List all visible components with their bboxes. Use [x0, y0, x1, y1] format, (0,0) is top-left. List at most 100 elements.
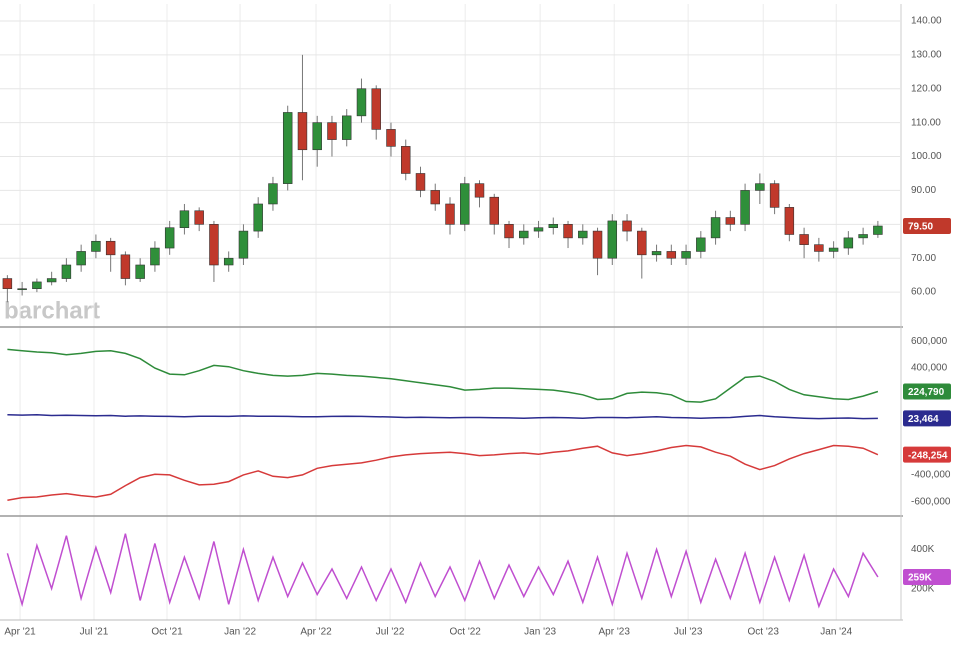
candle-body [696, 237, 706, 252]
candle-body [105, 240, 116, 256]
candle-body [681, 251, 691, 259]
candle-body [755, 183, 765, 191]
y-tick-label: 100.00 [911, 151, 942, 162]
y-tick-label: 140.00 [911, 16, 942, 27]
candle-body [150, 247, 160, 266]
watermark: barchart [4, 297, 100, 324]
last-value-tag-text: 224,790 [908, 387, 945, 398]
candle-body [282, 112, 293, 184]
last-value-tag-text: 259K [908, 573, 933, 584]
price-tag-text: 79.50 [908, 222, 933, 233]
candle-body [120, 254, 131, 279]
y-tick-label: 60.00 [911, 287, 936, 298]
candle-body [61, 264, 72, 279]
series-line [7, 414, 878, 420]
candle-body [858, 234, 868, 239]
candle-body [445, 203, 455, 225]
candle-body [356, 88, 367, 117]
y-tick-label: 70.00 [911, 253, 936, 264]
x-tick-label: Apr '23 [599, 627, 631, 638]
candle-body [194, 210, 204, 225]
candle-body [769, 183, 780, 208]
candle-body [430, 190, 440, 205]
candle-body [504, 224, 514, 239]
candle-body [91, 240, 101, 252]
candle-body [46, 278, 57, 283]
candle-body [533, 227, 544, 232]
candle-body [651, 251, 662, 256]
candle-body [312, 122, 322, 151]
candle-body [238, 230, 249, 259]
candle-body [666, 251, 677, 259]
x-tick-label: Jul '21 [80, 627, 109, 638]
candle-body [489, 196, 499, 225]
candle-body [341, 115, 352, 140]
candle-body [297, 112, 308, 151]
x-tick-label: Oct '22 [450, 627, 482, 638]
candle-body [740, 190, 750, 225]
candle-body [164, 227, 175, 249]
y-tick-label: 90.00 [911, 185, 936, 196]
candle-body [474, 183, 485, 198]
series-line [7, 348, 879, 403]
x-tick-label: Jan '22 [224, 627, 256, 638]
candle-body [253, 203, 263, 232]
candle-body [135, 264, 145, 279]
last-value-tag: 259K [903, 569, 951, 586]
candle-body [799, 234, 809, 245]
last-value-tag-box [903, 569, 951, 586]
candle-body [209, 224, 219, 266]
last-value-tag: -248,254 [903, 446, 951, 463]
candle-body [563, 224, 573, 239]
candle-body [607, 220, 618, 259]
candle-body [843, 237, 854, 249]
candle-body [268, 183, 278, 205]
x-tick-label: Jul '22 [376, 627, 405, 638]
y-tick-label: -400,000 [911, 470, 951, 481]
x-tick-label: Oct '21 [151, 627, 183, 638]
candle-body [814, 244, 824, 252]
candle-body [386, 129, 396, 147]
last-value-tag: 23,464 [903, 410, 951, 427]
last-value-tag: 224,790 [903, 383, 951, 400]
x-tick-label: Apr '21 [4, 627, 36, 638]
candle-body [592, 230, 603, 259]
last-value-tag-box [903, 410, 951, 427]
y-tick-label: 110.00 [911, 117, 941, 128]
price-tag: 79.50 [903, 218, 951, 235]
candle-body [32, 281, 42, 290]
candle-body [17, 288, 27, 291]
y-tick-label: 120.00 [911, 83, 942, 94]
candle-body [179, 210, 190, 229]
last-value-tag-text: -248,254 [908, 450, 948, 461]
candle-body [710, 217, 721, 239]
candle-body [873, 225, 883, 235]
y-tick-label: 400K [911, 544, 935, 555]
price-tag-box [903, 218, 951, 235]
candle-body [548, 224, 559, 229]
last-value-tag-box [903, 383, 951, 400]
last-value-tag-text: 23,464 [908, 414, 939, 425]
candle-body [519, 230, 529, 239]
candle-body [460, 183, 470, 225]
y-tick-label: 200K [911, 583, 935, 594]
candle-body [401, 146, 411, 174]
candle-body [784, 207, 795, 235]
series-line [7, 444, 879, 502]
last-value-tag-box [903, 446, 951, 463]
candle-body [327, 122, 337, 140]
candle-body [76, 251, 86, 266]
candle-body [637, 230, 647, 256]
y-tick-label: 400,000 [911, 363, 948, 374]
candle-body [725, 217, 736, 225]
x-tick-label: Jan '23 [524, 627, 556, 638]
x-tick-label: Apr '22 [300, 627, 332, 638]
candle-body [415, 173, 426, 191]
x-tick-label: Jul '23 [674, 627, 703, 638]
candle-body [578, 230, 588, 239]
x-tick-label: Oct '23 [748, 627, 780, 638]
candle-body [223, 257, 234, 266]
y-tick-label: 130.00 [911, 49, 942, 60]
